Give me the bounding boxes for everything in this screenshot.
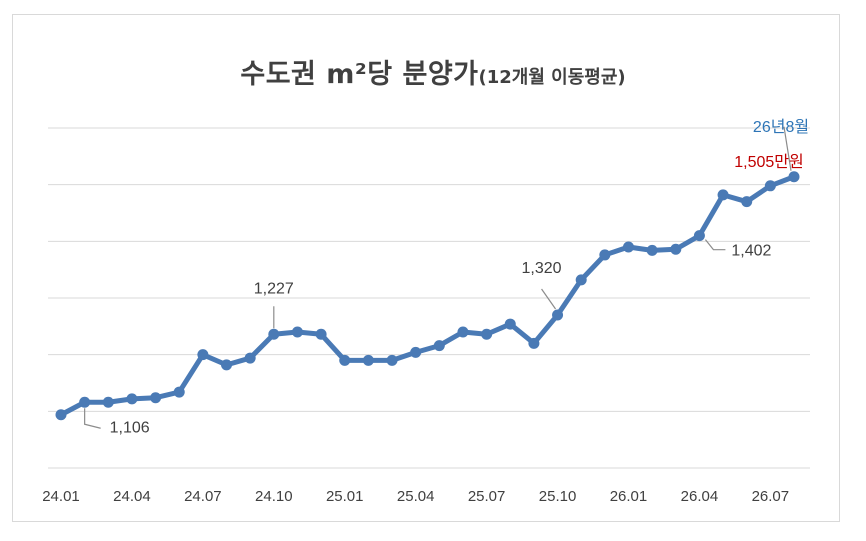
data-labels: 1,106 1,227 1,320 1,402 xyxy=(110,243,772,437)
data-point xyxy=(528,337,540,349)
data-point xyxy=(410,346,422,358)
data-point xyxy=(575,274,587,286)
data-label: 1,227 xyxy=(254,280,294,297)
x-tick-label: 26.04 xyxy=(681,488,719,505)
data-point xyxy=(693,230,705,242)
data-point xyxy=(433,340,445,352)
data-point xyxy=(504,318,516,330)
gridlines xyxy=(48,127,810,469)
chart-title: 수도권 m²당 분양가(12개월 이동평균) xyxy=(0,52,866,91)
series-points xyxy=(55,171,800,421)
data-point xyxy=(764,180,776,192)
data-point xyxy=(150,392,162,404)
data-point xyxy=(221,359,233,371)
data-label: 1,320 xyxy=(522,260,562,277)
label-leader-lines xyxy=(84,126,792,429)
data-point xyxy=(339,354,351,366)
leader-line xyxy=(84,408,101,429)
data-point xyxy=(741,196,753,208)
data-point xyxy=(173,386,185,398)
data-point xyxy=(102,396,114,408)
leader-line xyxy=(783,126,792,171)
data-point xyxy=(646,244,658,256)
data-point xyxy=(599,249,611,261)
x-tick-label: 25.01 xyxy=(326,488,364,505)
annotations: 26년8월 1,505만원 xyxy=(734,118,809,171)
data-label: 1,106 xyxy=(110,419,150,436)
data-point xyxy=(197,349,209,361)
leader-line xyxy=(704,239,726,251)
data-point xyxy=(386,354,398,366)
x-tick-label: 24.04 xyxy=(113,488,151,505)
data-point xyxy=(552,309,564,321)
chart-title-main: 수도권 m²당 분양가 xyxy=(240,59,479,90)
leader-line xyxy=(541,288,557,310)
data-point xyxy=(457,326,469,338)
annotation-date: 26년8월 xyxy=(753,118,809,136)
data-point xyxy=(717,189,729,201)
data-point xyxy=(362,354,374,366)
data-point xyxy=(788,171,800,183)
data-point xyxy=(622,241,634,253)
data-point xyxy=(291,326,303,338)
x-axis-ticks: 24.01 24.04 24.07 24.10 25.01 25.04 25.07 25.10… xyxy=(42,488,789,505)
x-tick-label: 25.04 xyxy=(397,488,435,505)
data-point xyxy=(481,328,493,340)
x-tick-label: 24.10 xyxy=(255,488,293,505)
data-label: 1,402 xyxy=(731,243,771,260)
x-tick-label: 26.07 xyxy=(752,488,790,505)
series-line xyxy=(58,174,797,418)
data-point xyxy=(126,393,138,405)
data-point xyxy=(315,328,327,340)
data-point xyxy=(55,409,67,421)
annotation-value: 1,505만원 xyxy=(734,153,803,171)
x-tick-label: 24.01 xyxy=(42,488,80,505)
data-point xyxy=(244,352,256,364)
data-point xyxy=(79,396,91,408)
data-point xyxy=(670,243,682,255)
x-tick-label: 25.10 xyxy=(539,488,577,505)
x-tick-label: 26.01 xyxy=(610,488,648,505)
data-point xyxy=(268,328,280,340)
chart-title-sub: (12개월 이동평균) xyxy=(478,67,626,88)
x-tick-label: 25.07 xyxy=(468,488,506,505)
chart-frame xyxy=(12,14,840,522)
x-tick-label: 24.07 xyxy=(184,488,222,505)
